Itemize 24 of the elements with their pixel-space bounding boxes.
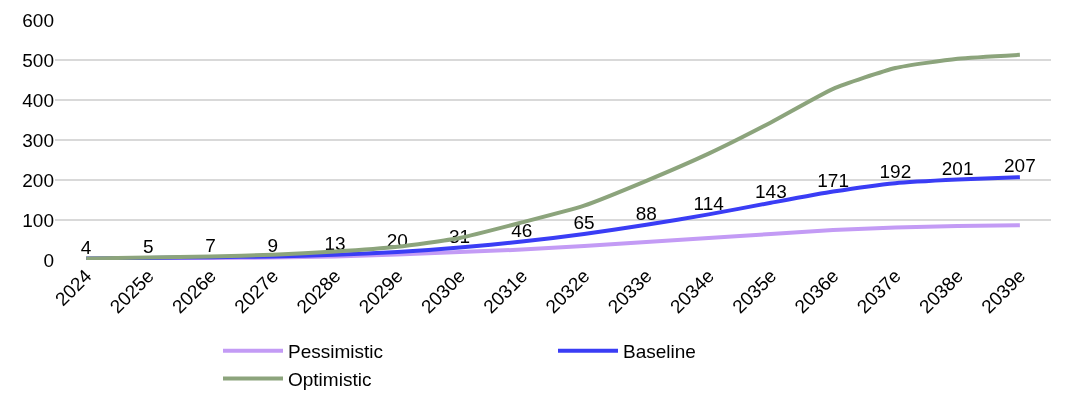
legend-label: Baseline [623, 341, 696, 363]
data-label: 143 [755, 181, 787, 203]
data-label: 114 [693, 192, 725, 214]
data-label: 207 [1004, 155, 1036, 177]
data-label: 88 [635, 203, 657, 225]
data-label: 5 [143, 236, 154, 258]
y-tick-label: 500 [22, 49, 54, 71]
data-label: 192 [879, 161, 912, 183]
y-tick-label: 400 [22, 89, 54, 111]
legend-label: Pessimistic [288, 341, 384, 363]
data-label: 9 [267, 234, 279, 256]
legend-label: Optimistic [288, 368, 372, 390]
data-label: 201 [941, 157, 974, 179]
y-tick-label: 100 [22, 209, 54, 231]
y-tick-label: 600 [22, 9, 54, 31]
data-label: 171 [817, 169, 849, 191]
y-tick-label: 0 [43, 249, 54, 271]
data-label: 65 [573, 212, 595, 234]
data-label: 7 [205, 235, 216, 257]
y-tick-label: 200 [22, 169, 54, 191]
data-label: 13 [324, 233, 346, 255]
data-label: 4 [80, 236, 92, 258]
data-label: 46 [511, 219, 533, 241]
y-tick-label: 300 [22, 129, 54, 151]
